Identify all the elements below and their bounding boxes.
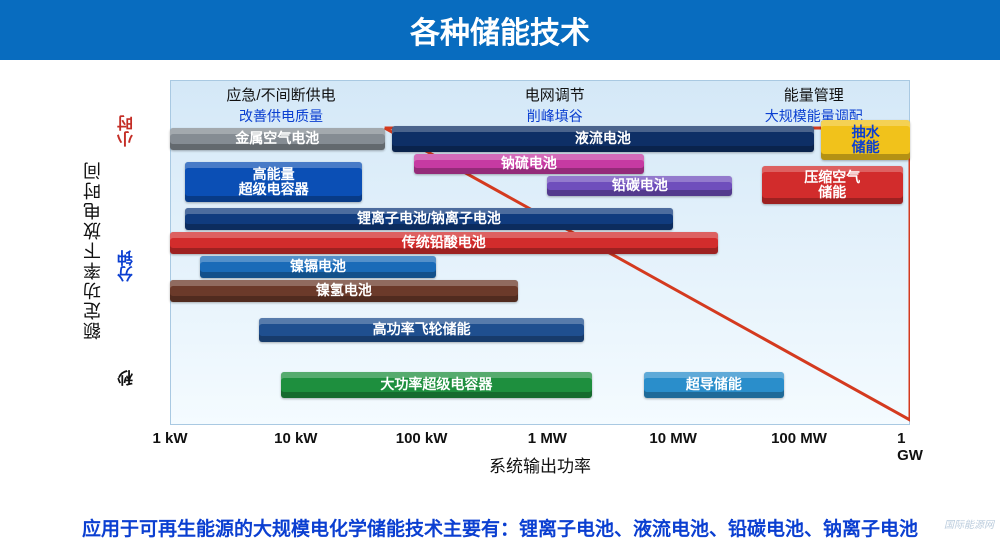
watermark: 国际能源网 — [944, 516, 994, 531]
tech-bar: 镍镉电池 — [200, 256, 437, 278]
category-header: 电网调节削峰填谷 — [485, 84, 625, 126]
x-tick: 1 GW — [897, 430, 923, 464]
tech-bar: 大功率超级电容器 — [281, 372, 592, 398]
tech-bar: 超导储能 — [644, 372, 785, 398]
footer-text: 应用于可再生能源的大规模电化学储能技术主要有：锂离子电池、液流电池、铅碳电池、钠… — [0, 514, 1000, 541]
tech-bar: 压缩空气储能 — [762, 166, 903, 204]
y-tick: 小时 — [120, 115, 136, 147]
tech-bar: 传统铅酸电池 — [170, 232, 718, 254]
x-tick: 1 kW — [152, 430, 187, 447]
x-tick: 1 MW — [528, 430, 567, 447]
tech-bar: 钠硫电池 — [414, 154, 643, 174]
tech-bar: 高能量超级电容器 — [185, 162, 363, 202]
category-header: 应急/不间断供电改善供电质量 — [211, 84, 351, 126]
page-title: 各种储能技术 — [410, 8, 590, 52]
tech-bar: 抽水储能 — [821, 120, 910, 160]
tech-bar: 铅碳电池 — [547, 176, 732, 196]
y-tick: 秒 — [120, 370, 136, 386]
tech-bar: 液流电池 — [392, 126, 814, 152]
tech-bar: 高功率飞轮储能 — [259, 318, 585, 342]
x-axis-label: 系统输出功率 — [170, 452, 910, 477]
title-bar: 各种储能技术 — [0, 0, 1000, 60]
x-tick: 100 MW — [771, 430, 827, 447]
chart: 额定功率下放电时间 系统输出功率 小时分钟秒1 kW10 kW100 kW1 M… — [110, 80, 910, 470]
x-tick: 10 kW — [274, 430, 317, 447]
tech-bar: 锂离子电池/钠离子电池 — [185, 208, 673, 230]
x-tick: 100 kW — [396, 430, 448, 447]
y-tick: 分钟 — [120, 250, 136, 282]
y-axis-label: 额定功率下放电时间 — [80, 160, 106, 340]
tech-bar: 镍氢电池 — [170, 280, 518, 302]
x-tick: 10 MW — [649, 430, 697, 447]
tech-bar: 金属空气电池 — [170, 128, 385, 150]
